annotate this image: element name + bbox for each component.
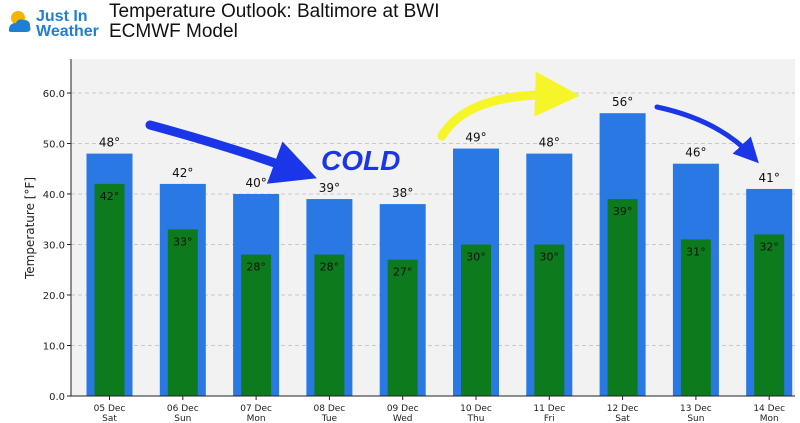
high-temp-label: 56° <box>612 95 633 109</box>
x-tick-date: 06 Dec <box>167 404 199 414</box>
cold-arrow-right <box>654 104 759 164</box>
x-tick-day: Mon <box>247 414 266 423</box>
y-tick-label: 60.0 <box>43 89 65 100</box>
high-temp-label: 48° <box>99 136 120 150</box>
high-temp-label: 46° <box>685 146 706 160</box>
low-temp-bar <box>94 183 125 396</box>
low-temp-label: 30° <box>540 251 560 264</box>
y-tick-label: 50.0 <box>43 140 65 151</box>
high-temp-label: 40° <box>245 176 266 190</box>
low-temp-label: 28° <box>246 261 266 274</box>
x-tick-day: Thu <box>467 414 485 423</box>
x-tick-date: 14 Dec <box>753 404 785 414</box>
x-tick-day: Mon <box>760 414 779 423</box>
chart-title: Temperature Outlook: Baltimore at BWI <box>109 1 440 22</box>
high-temp-label: 42° <box>172 166 193 180</box>
low-temp-label: 39° <box>613 205 633 218</box>
x-tick-date: 13 Dec <box>680 404 712 414</box>
low-temp-bar <box>534 244 565 396</box>
low-temp-label: 30° <box>466 251 486 264</box>
low-temp-bar <box>314 254 345 396</box>
chart-title-block: Temperature Outlook: Baltimore at BWI EC… <box>109 2 440 42</box>
chart-subtitle: ECMWF Model <box>109 21 238 42</box>
x-tick-date: 05 Dec <box>94 404 126 414</box>
y-tick-label: 30.0 <box>43 241 65 252</box>
y-tick-label: 40.0 <box>43 190 65 201</box>
cold-annotation: COLD <box>321 145 400 176</box>
sun-cloud-icon <box>8 11 31 32</box>
x-tick-day: Sun <box>687 414 704 423</box>
high-temp-label: 48° <box>539 136 560 150</box>
low-temp-label: 28° <box>320 261 340 274</box>
y-tick-label: 0.0 <box>49 392 65 403</box>
x-tick-day: Tue <box>321 414 338 423</box>
low-temp-label: 31° <box>686 245 706 258</box>
high-temp-label: 38° <box>392 186 413 200</box>
x-tick-day: Wed <box>393 414 413 423</box>
x-tick-day: Fri <box>544 414 555 423</box>
y-tick-label: 10.0 <box>43 342 65 353</box>
x-tick-day: Sat <box>615 414 630 423</box>
x-tick-date: 07 Dec <box>240 404 272 414</box>
warm-arrow <box>437 71 580 141</box>
x-tick-date: 09 Dec <box>387 404 419 414</box>
logo: Just In Weather <box>6 6 106 42</box>
high-temp-label: 49° <box>465 131 486 145</box>
low-temp-bar <box>461 244 491 396</box>
bars: 48° 42° 42° 33° 40° 28° 39° 28° 38° 27° 49° 30° 48° 3… <box>86 95 793 396</box>
low-temp-bar <box>387 259 418 396</box>
high-temp-label: 41° <box>759 171 780 185</box>
low-temp-bar <box>241 254 272 396</box>
logo-line1: Just In <box>36 8 88 25</box>
low-temp-bar <box>167 229 198 396</box>
x-tick-day: Sun <box>174 414 191 423</box>
x-tick-day: Sat <box>102 414 117 423</box>
low-temp-label: 33° <box>173 235 193 248</box>
x-tick-date: 11 Dec <box>533 404 565 414</box>
low-temp-label: 27° <box>393 266 413 279</box>
y-tick-label: 20.0 <box>43 291 65 302</box>
low-temp-label: 32° <box>759 240 779 253</box>
low-temp-label: 42° <box>100 190 120 203</box>
y-axis-label: Temperature [°F] <box>23 177 37 280</box>
low-temp-bar <box>680 239 711 396</box>
x-tick-date: 08 Dec <box>314 404 346 414</box>
logo-line2: Weather <box>36 23 99 40</box>
low-temp-bar <box>754 234 785 396</box>
cold-arrow-left <box>145 120 317 184</box>
high-temp-label: 39° <box>319 181 340 195</box>
low-temp-bar <box>607 199 638 396</box>
x-tick-date: 12 Dec <box>607 404 639 414</box>
x-tick-date: 10 Dec <box>460 404 492 414</box>
